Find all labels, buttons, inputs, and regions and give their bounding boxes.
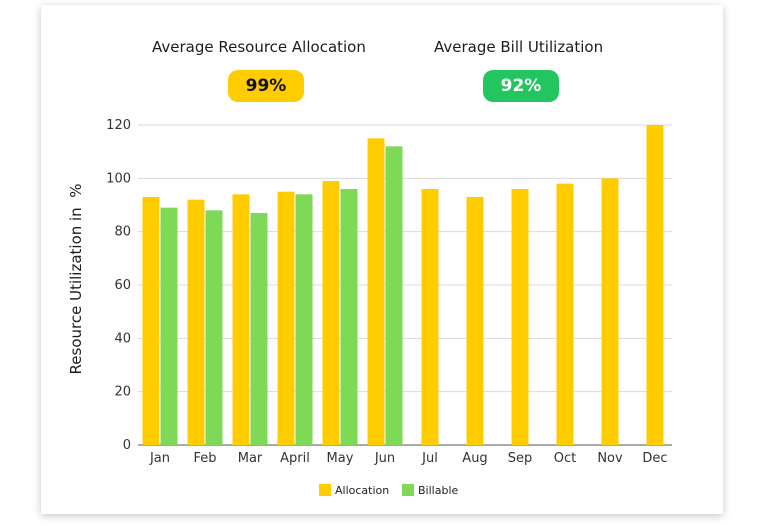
x-tick-label: Dec [642, 451, 667, 466]
allocation-bar [142, 197, 160, 445]
y-tick-label: 100 [106, 171, 131, 186]
x-tick-label: Oct [554, 451, 576, 466]
billable-bar [385, 146, 403, 446]
billable-kpi-badge: 92% [483, 70, 559, 102]
allocation-bar [367, 138, 385, 446]
billable-bar [295, 194, 313, 445]
allocation-bar [277, 191, 295, 445]
allocation-bar [322, 181, 340, 445]
x-tick-label: Sep [508, 451, 533, 466]
billable-bar [205, 210, 223, 445]
legend-swatch-allocation [319, 484, 331, 496]
legend-label-allocation: Allocation [335, 484, 389, 497]
allocation-kpi-badge: 99% [228, 70, 304, 102]
x-tick-label: April [280, 451, 310, 466]
legend-label-billable: Billable [418, 484, 458, 497]
x-tick-label: May [327, 451, 354, 466]
billable-bar [340, 189, 358, 445]
allocation-bar [466, 197, 484, 445]
allocation-bar [232, 194, 250, 445]
allocation-bar [421, 189, 439, 445]
x-tick-label: Nov [597, 451, 623, 466]
x-tick-label: Jan [149, 451, 170, 466]
y-tick-label: 40 [114, 331, 131, 346]
allocation-bar [556, 183, 574, 445]
allocation-bar [187, 199, 205, 445]
allocation-kpi-label: Average Resource Allocation [152, 38, 366, 56]
billable-bar [160, 207, 178, 445]
x-tick-label: Aug [462, 451, 487, 466]
x-tick-label: Feb [193, 451, 216, 466]
x-tick-label: Mar [238, 451, 263, 466]
x-tick-label: Jun [374, 451, 395, 466]
allocation-bar [646, 125, 664, 445]
billable-kpi-label: Average Bill Utilization [434, 38, 604, 56]
y-tick-label: 120 [106, 118, 131, 133]
billable-bar [250, 213, 268, 445]
y-axis-label: Resource Utilization in % [67, 184, 85, 375]
y-tick-label: 80 [114, 225, 131, 240]
allocation-bar [511, 189, 529, 445]
legend-swatch-billable [402, 484, 414, 496]
x-tick-label: Jul [421, 451, 438, 466]
y-tick-label: 60 [114, 278, 131, 293]
y-tick-label: 0 [123, 438, 131, 453]
y-tick-label: 20 [114, 385, 131, 400]
allocation-bar [601, 178, 619, 446]
